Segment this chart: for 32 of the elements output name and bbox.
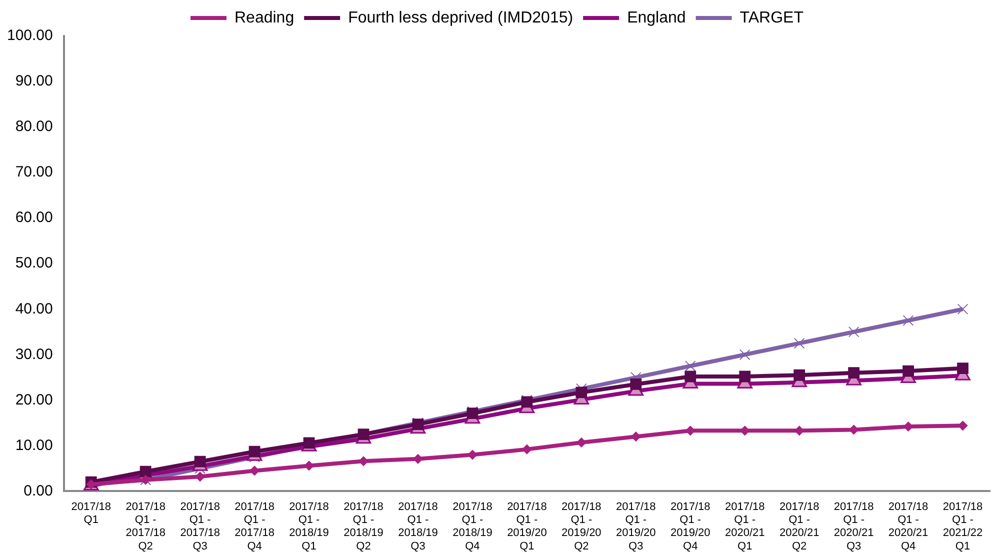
x-tick-label: 2017/18 Q1 - 2018/19 Q3: [398, 500, 438, 552]
legend-label: England: [627, 9, 686, 26]
y-tick-label: 40.00: [15, 300, 53, 318]
y-tick-label: 70.00: [15, 164, 53, 181]
x-tick-label: 2017/18 Q1 - 2018/19 Q1: [289, 500, 329, 552]
y-tick-label: 100.00: [6, 27, 53, 44]
x-tick-label: 2017/18 Q1 - 2017/18 Q3: [180, 500, 220, 552]
y-tick-label: 80.00: [15, 118, 53, 136]
y-tick-label: 90.00: [15, 72, 53, 90]
x-tick-label: 2017/18 Q1 - 2020/21 Q3: [834, 500, 874, 552]
x-tick-label: 2017/18 Q1 - 2021/22 Q1: [942, 500, 983, 552]
legend-label: Reading: [234, 9, 294, 26]
x-tick-label: 2017/18 Q1 - 2018/19 Q2: [344, 500, 384, 552]
x-tick-label: 2017/18 Q1 - 2017/18 Q2: [126, 500, 166, 552]
y-tick-label: 60.00: [15, 209, 53, 226]
x-tick-label: 2017/18 Q1 - 2019/20 Q2: [562, 500, 602, 552]
x-tick-label: 2017/18 Q1 - 2017/18 Q4: [234, 500, 274, 552]
y-tick-label: 30.00: [15, 346, 53, 363]
y-tick-label: 0.00: [24, 482, 53, 500]
y-tick-label: 20.00: [15, 391, 53, 408]
x-tick-label: 2017/18 Q1 - 2019/20 Q4: [670, 500, 710, 552]
x-tick-label: 2017/18 Q1 - 2019/20 Q1: [507, 500, 547, 552]
x-tick-label: 2017/18 Q1: [71, 500, 111, 526]
x-tick-label: 2017/18 Q1 - 2020/21 Q1: [724, 500, 765, 552]
x-tick-label: 2017/18 Q1 - 2018/19 Q4: [452, 500, 492, 552]
legend-label: TARGET: [740, 9, 804, 26]
x-tick-label: 2017/18 Q1 - 2020/21 Q2: [779, 500, 820, 552]
y-tick-label: 10.00: [15, 436, 53, 454]
x-tick-label: 2017/18 Q1 - 2019/20 Q3: [616, 500, 656, 552]
legend-label: Fourth less deprived (IMD2015): [348, 9, 574, 26]
x-tick-label: 2017/18 Q1 - 2020/21 Q4: [888, 500, 928, 552]
y-tick-label: 50.00: [15, 254, 53, 272]
